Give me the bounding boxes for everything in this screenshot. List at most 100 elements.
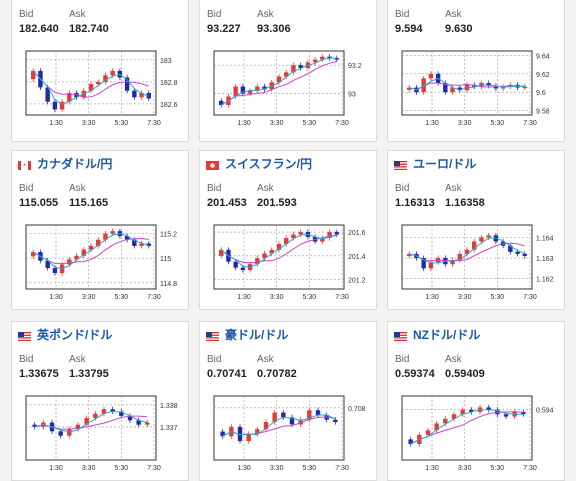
candle-body (291, 65, 296, 73)
ask-label: Ask (445, 354, 462, 365)
x-tick-label: 5:30 (491, 465, 505, 472)
ask-label: Ask (445, 9, 462, 20)
pair-title[interactable]: 豪ドル/ドル (206, 326, 288, 343)
chart-frame (401, 395, 533, 461)
candle-body (457, 87, 462, 91)
x-tick-label: 5:30 (115, 120, 129, 127)
y-tick-label: 1.162 (536, 277, 554, 284)
price-chart: 201.6 201.4 201.2 1:30 3:30 5:30 7:30 (213, 224, 366, 301)
rate-card[interactable]: NZドル/ドル Bid Ask 0.59374 0.59409 0.594 1:30 3:30… (387, 321, 565, 481)
x-tick-label: 3:30 (458, 465, 472, 472)
candle-body (508, 245, 513, 252)
candle-body (67, 259, 72, 265)
y-tick-label: 9.64 (536, 54, 550, 61)
price-chart: 183 182.8 182.6 1:30 3:30 5:30 7:30 (25, 50, 178, 127)
y-tick-label: 0.708 (348, 406, 366, 413)
candle-body (74, 255, 79, 260)
moving-average-short (34, 410, 148, 433)
candle-body (469, 409, 474, 412)
pair-title[interactable]: NZドル/ドル (394, 326, 480, 343)
price-chart: 9.64 9.62 9.6 9.58 1:30 3:30 5:30 7:30 (401, 50, 550, 127)
candle-body (450, 260, 455, 265)
candle-body (428, 73, 434, 79)
candle-body (263, 422, 269, 430)
candle-body (145, 422, 150, 425)
bid-label: Bid (19, 9, 34, 20)
y-tick-label: 93.2 (348, 63, 362, 70)
candle-body (320, 238, 325, 242)
rate-card[interactable]: ユーロ/ドル Bid Ask 1.16313 1.16358 1.164 1.163 1.16… (387, 150, 565, 310)
pair-title[interactable]: カナダドル/円 (18, 155, 112, 172)
ask-label: Ask (257, 354, 274, 365)
candle-body (284, 238, 289, 244)
x-tick-label: 5:30 (115, 465, 129, 472)
y-tick-label: 182.8 (160, 80, 178, 87)
candle-body (52, 268, 58, 273)
moving-average-long (220, 60, 337, 106)
rate-card[interactable]: Bid Ask 9.594 9.630 9.64 9.62 9.6 9.58 1:30 3:30 5… (387, 0, 565, 142)
x-tick-label: 1:30 (237, 120, 251, 127)
moving-average-short (409, 77, 525, 91)
rate-card[interactable]: Bid Ask 182.640 182.740 183 182.8 182.6 1:30 3:3… (11, 0, 189, 142)
candle-body (327, 232, 332, 239)
fx-rate-grid: Bid Ask 182.640 182.740 183 182.8 182.6 1:30 3:3… (11, 0, 565, 481)
pair-title[interactable]: スイスフラン/円 (206, 155, 312, 172)
moving-average-long (409, 82, 525, 91)
ask-label: Ask (69, 183, 86, 194)
x-tick-label: 1:30 (425, 294, 439, 301)
y-tick-label: 1.163 (536, 256, 554, 263)
rate-card[interactable]: スイスフラン/円 Bid Ask 201.453 201.593 201.6 201.4 20… (199, 150, 377, 310)
candle-body (281, 412, 286, 418)
x-tick-label: 7:30 (335, 120, 349, 127)
pair-title-label: 豪ドル/ドル (225, 328, 289, 342)
x-tick-label: 7:30 (335, 465, 349, 472)
ask-value: 93.306 (257, 23, 291, 35)
rate-card[interactable]: 豪ドル/ドル Bid Ask 0.70741 0.70782 0.708 1:30 3:30 5… (199, 321, 377, 481)
y-tick-label: 114.8 (160, 281, 177, 288)
bid-value: 201.453 (207, 197, 247, 209)
x-tick-label: 5:30 (303, 120, 317, 127)
candle-body (146, 92, 151, 99)
candle-body (93, 413, 98, 419)
moving-average-short (32, 233, 149, 270)
y-tick-label: 9.6 (536, 90, 546, 97)
y-tick-label: 115.2 (160, 232, 177, 239)
rate-card[interactable]: 英ポンド/ドル Bid Ask 1.33675 1.33795 1.338 1.337 1:3… (11, 321, 189, 481)
candle-body (472, 241, 477, 250)
candle-body (407, 87, 412, 90)
rate-card[interactable]: カナダドル/円 Bid Ask 115.055 115.165 115.2 115 114.8… (11, 150, 189, 310)
candle-body (443, 83, 448, 93)
x-tick-label: 5:30 (303, 294, 317, 301)
candle-body (327, 56, 332, 59)
ask-label: Ask (257, 9, 274, 20)
candle-body (45, 260, 50, 269)
candle-body (233, 86, 238, 97)
candle-body (262, 253, 267, 259)
rate-card[interactable]: Bid Ask 93.227 93.306 93.2 93 1:30 3:30 5:30 7:30 (199, 0, 377, 142)
candle-body (298, 232, 303, 235)
candle-body (127, 415, 133, 421)
moving-average-long (409, 242, 525, 262)
candle-body (503, 414, 509, 417)
candle-body (434, 423, 439, 431)
candle-body (110, 231, 115, 234)
moving-average-short (220, 233, 337, 268)
x-tick-label: 3:30 (270, 294, 284, 301)
chart-frame (25, 395, 157, 461)
ask-label: Ask (257, 183, 274, 194)
candle-body (333, 419, 338, 423)
candle-body (451, 414, 457, 419)
price-chart: 1.164 1.163 1.162 1:30 3:30 5:30 7:30 (401, 224, 554, 301)
x-tick-label: 3:30 (82, 294, 96, 301)
ask-label: Ask (69, 354, 86, 365)
pair-title[interactable]: 英ポンド/ドル (18, 326, 112, 343)
candle-body (315, 410, 321, 415)
pair-title-label: NZドル/ドル (413, 328, 481, 342)
pair-title[interactable]: ユーロ/ドル (394, 155, 476, 172)
candle-body (88, 84, 94, 91)
x-tick-label: 7:30 (335, 294, 349, 301)
candle-body (500, 86, 506, 89)
moving-average-short (220, 57, 337, 106)
candle-body (298, 65, 303, 69)
x-tick-label: 5:30 (115, 294, 129, 301)
